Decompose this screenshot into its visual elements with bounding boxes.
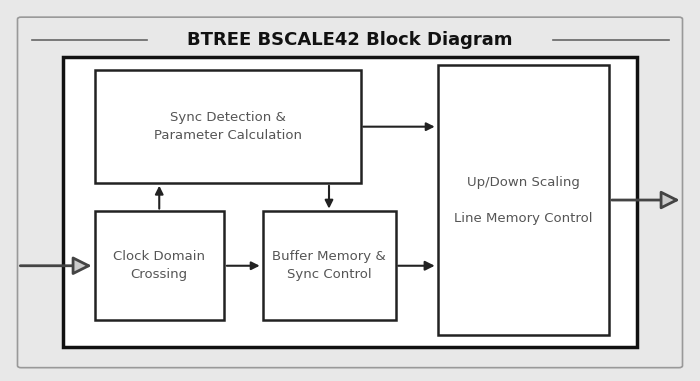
Bar	[262, 211, 396, 320]
Bar	[94, 211, 224, 320]
Text: Up/Down Scaling

Line Memory Control: Up/Down Scaling Line Memory Control	[454, 176, 592, 224]
Text: Sync Detection &
Parameter Calculation: Sync Detection & Parameter Calculation	[153, 111, 302, 142]
Text: Buffer Memory &
Sync Control: Buffer Memory & Sync Control	[272, 250, 386, 281]
Bar	[63, 57, 637, 347]
Bar	[94, 70, 360, 183]
Bar	[438, 65, 609, 335]
FancyBboxPatch shape	[18, 17, 682, 368]
Text: BTREE BSCALE42 Block Diagram: BTREE BSCALE42 Block Diagram	[188, 31, 512, 49]
Text: Clock Domain
Crossing: Clock Domain Crossing	[113, 250, 205, 281]
